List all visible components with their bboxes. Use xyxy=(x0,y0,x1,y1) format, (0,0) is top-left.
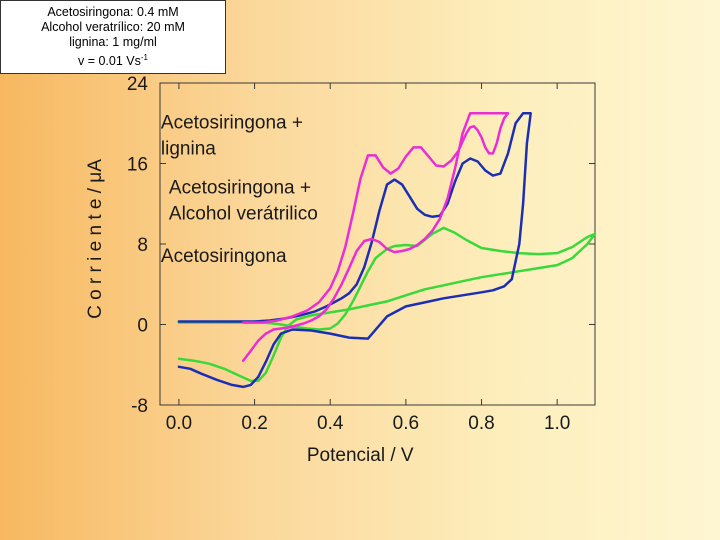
scan-rate-unit-sup: -1 xyxy=(140,52,148,62)
info-line-acetosiringona: Acetosiringona: 0.4 mM xyxy=(47,4,179,19)
x-tick-label: 0.0 xyxy=(166,413,192,434)
annotation-text: lignina xyxy=(161,138,216,159)
series-line-2 xyxy=(241,111,510,362)
y-tick-label: 0 xyxy=(137,316,148,337)
annotation-text: Acetosiringona + xyxy=(161,112,303,133)
axis-ticks: 0.0 0.2 0.4 0.6 0.8 1.0 -8 0 8 16 24 xyxy=(127,74,595,434)
series-line-0 xyxy=(177,226,597,383)
x-tick-label: 0.8 xyxy=(468,413,494,434)
x-tick-label: 0.6 xyxy=(393,413,419,434)
scan-rate-text: v = 0.01 Vs xyxy=(77,54,141,69)
series-layer xyxy=(177,111,597,389)
y-axis-title: C o r r i e n t e / μA xyxy=(85,159,106,319)
y-tick-label: -8 xyxy=(131,396,148,417)
x-tick-label: 0.4 xyxy=(317,413,344,434)
info-line-scan-rate: v = 0.01 Vs-1 xyxy=(78,50,148,69)
experiment-conditions-box: Acetosiringona: 0.4 mM Alcohol veratríli… xyxy=(0,0,226,74)
y-tick-label: 24 xyxy=(127,74,149,95)
annotation-text: Alcohol verátrilico xyxy=(169,204,318,225)
info-line-lignina: lignina: 1 mg/ml xyxy=(69,34,157,49)
x-tick-label: 1.0 xyxy=(544,413,570,434)
x-tick-label: 0.2 xyxy=(241,413,267,434)
annotations: Acetosiringona + lignina Acetosiringona + A… xyxy=(161,112,318,267)
y-tick-label: 8 xyxy=(137,235,148,256)
info-line-alcohol: Alcohol veratrílico: 20 mM xyxy=(41,19,185,34)
axis-labels: Potencial / V C o r r i e n t e / μA xyxy=(85,159,414,466)
series-line-1 xyxy=(177,111,532,389)
x-axis-title: Potencial / V xyxy=(307,445,414,466)
annotation-text: Acetosiringona + xyxy=(169,178,311,199)
annotation-text: Acetosiringona xyxy=(161,246,287,267)
y-tick-label: 16 xyxy=(127,155,148,176)
